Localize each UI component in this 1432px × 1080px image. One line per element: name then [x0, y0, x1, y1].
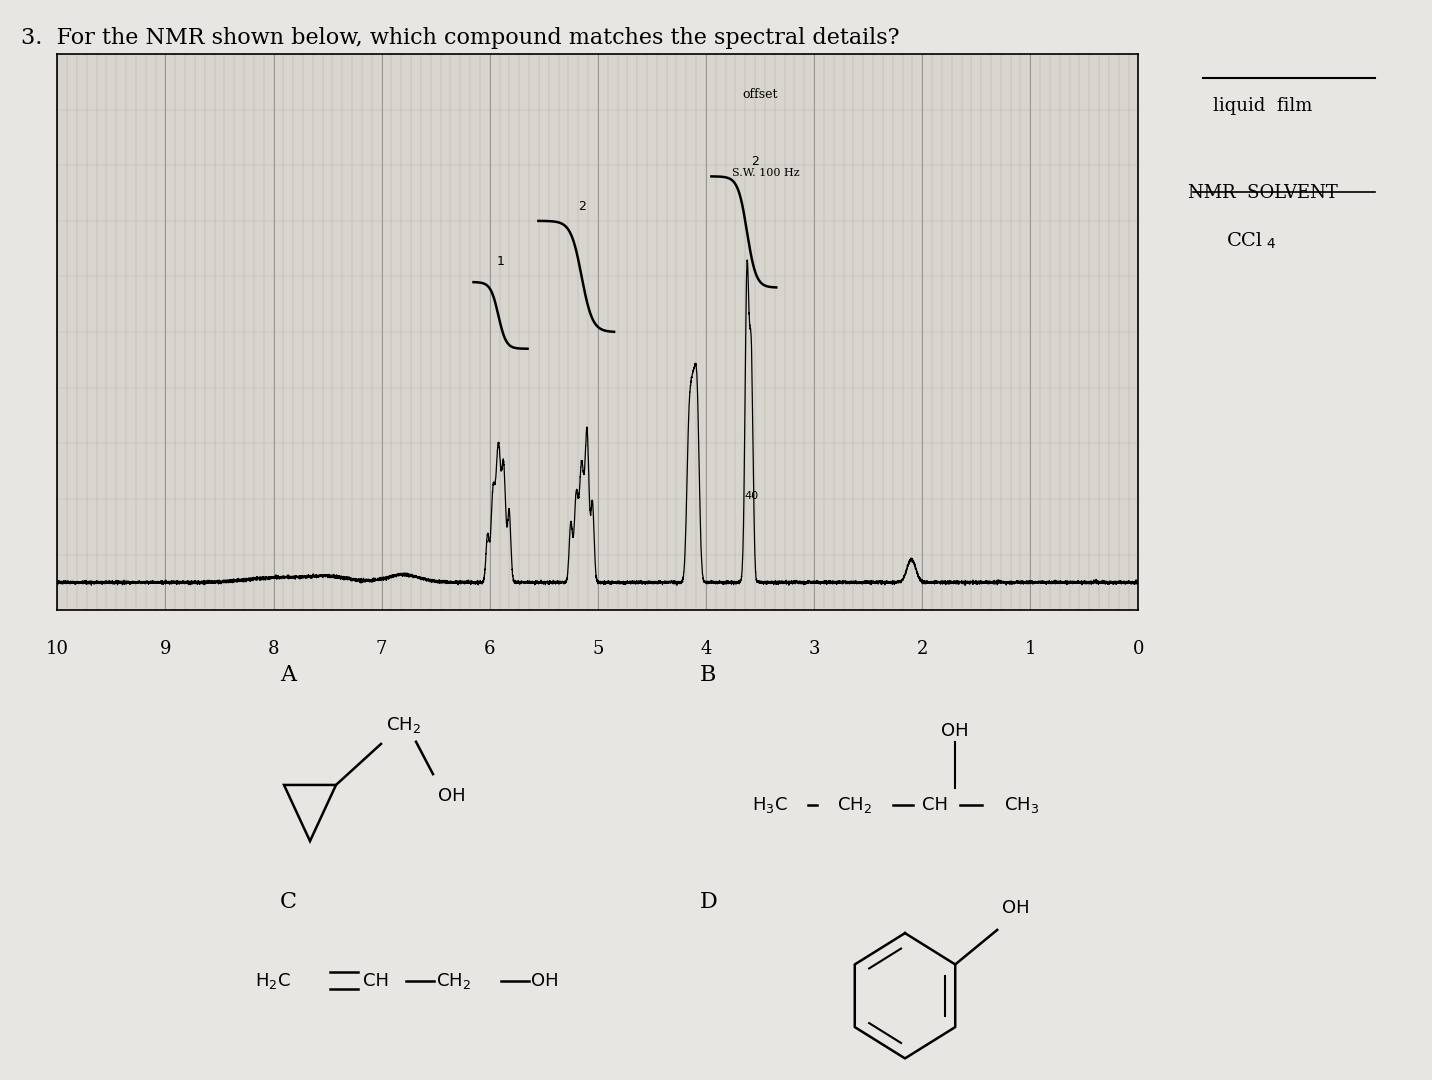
Text: 9: 9 [159, 640, 172, 659]
Text: 3: 3 [808, 640, 821, 659]
Text: OH: OH [941, 721, 969, 740]
Text: CH$_3$: CH$_3$ [1004, 795, 1040, 814]
Text: CH: CH [922, 796, 948, 813]
Text: 5: 5 [593, 640, 603, 659]
Text: CH$_2$: CH$_2$ [838, 795, 872, 814]
Text: CH$_2$: CH$_2$ [387, 715, 421, 735]
Text: OH: OH [438, 787, 465, 805]
Text: NMR  SOLVENT: NMR SOLVENT [1189, 184, 1337, 202]
Text: CCl: CCl [1227, 232, 1263, 251]
Text: 1: 1 [497, 255, 504, 268]
Text: 6: 6 [484, 640, 495, 659]
Text: 40: 40 [745, 491, 759, 501]
Text: 0: 0 [1133, 640, 1144, 659]
Text: 4: 4 [700, 640, 712, 659]
Text: 3.  For the NMR shown below, which compound matches the spectral details?: 3. For the NMR shown below, which compou… [21, 27, 899, 49]
Text: $_4$: $_4$ [1266, 232, 1276, 252]
Text: H$_3$C: H$_3$C [752, 795, 788, 814]
Text: 2: 2 [750, 156, 759, 168]
Text: CH$_2$: CH$_2$ [435, 971, 471, 990]
Text: 10: 10 [46, 640, 69, 659]
Text: OH: OH [1002, 899, 1030, 917]
Text: B: B [700, 664, 716, 686]
Text: S.W. 100 Hz: S.W. 100 Hz [732, 168, 799, 178]
Text: H$_2$C: H$_2$C [255, 971, 291, 990]
Text: 2: 2 [916, 640, 928, 659]
Text: offset: offset [742, 89, 778, 102]
Text: 8: 8 [268, 640, 279, 659]
Text: CH: CH [362, 972, 390, 989]
Text: 7: 7 [377, 640, 387, 659]
Text: A: A [281, 664, 296, 686]
Text: D: D [700, 891, 717, 913]
Text: C: C [281, 891, 296, 913]
Text: 1: 1 [1024, 640, 1037, 659]
Text: OH: OH [531, 972, 558, 989]
Text: 2: 2 [577, 200, 586, 213]
Text: liquid  film: liquid film [1213, 97, 1313, 116]
